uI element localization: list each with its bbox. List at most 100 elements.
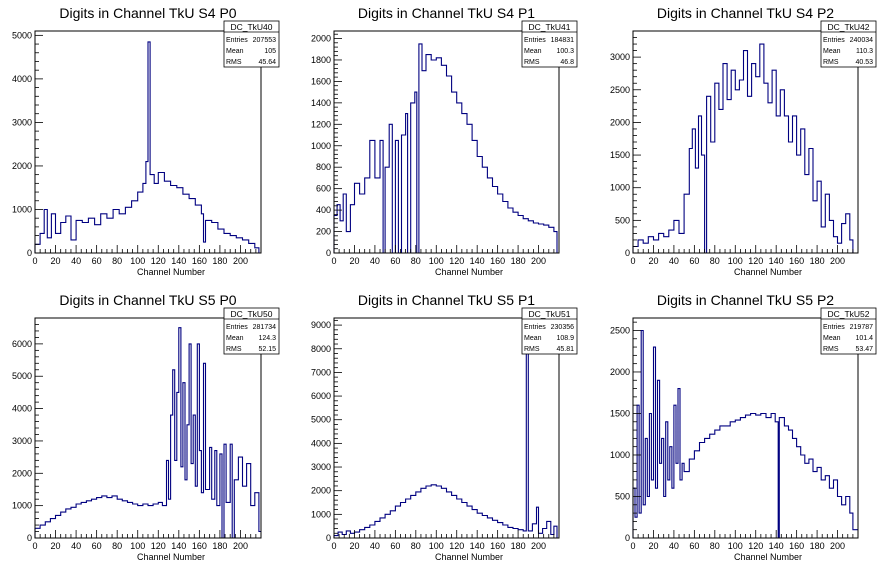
x-tick-label: 0 xyxy=(630,256,635,266)
stats-label: Mean xyxy=(823,335,841,342)
x-tick-label: 120 xyxy=(748,541,763,551)
histogram-series xyxy=(632,329,858,539)
stats-name: DC_TkU41 xyxy=(528,22,570,32)
stats-box: DC_TkU40 Entries 207553 Mean 105 RMS 45.64 xyxy=(223,20,280,68)
y-tick-label: 6000 xyxy=(12,339,32,349)
stats-box-frame xyxy=(820,20,877,68)
x-tick-label: 40 xyxy=(71,256,81,266)
x-tick-label: 200 xyxy=(233,256,248,266)
chart-title: Digits in Channel TkU S5 P0 xyxy=(59,292,236,308)
y-tick-label: 1600 xyxy=(311,76,331,86)
x-axis-label: Channel Number xyxy=(435,267,503,277)
x-tick-label: 80 xyxy=(112,256,122,266)
y-tick-label: 0 xyxy=(27,248,32,258)
x-tick-label: 40 xyxy=(669,256,679,266)
stats-box: DC_TkU51 Entries 230356 Mean 108.9 RMS 45.81 xyxy=(521,307,578,355)
y-tick-label: 2500 xyxy=(610,85,630,95)
stats-box: DC_TkU41 Entries 184831 Mean 100.3 RMS 46.8 xyxy=(521,20,578,68)
histogram-panel: Digits in Channel TkU S4 P0 0 20 40 60 80 100 1… xyxy=(12,5,280,277)
y-tick-label: 1000 xyxy=(311,509,331,519)
y-tick-label: 2000 xyxy=(610,367,630,377)
stats-value: 40.53 xyxy=(855,59,873,66)
x-tick-label: 100 xyxy=(429,256,444,266)
x-tick-label: 160 xyxy=(192,256,207,266)
x-tick-label: 160 xyxy=(192,541,207,551)
x-tick-label: 20 xyxy=(51,541,61,551)
x-tick-label: 40 xyxy=(71,541,81,551)
x-axis-label: Channel Number xyxy=(435,552,503,562)
y-tick-label: 1500 xyxy=(610,408,630,418)
stats-value: 53.47 xyxy=(855,346,873,353)
x-tick-label: 80 xyxy=(710,541,720,551)
stats-box-frame xyxy=(223,20,280,68)
x-tick-label: 40 xyxy=(370,541,380,551)
stats-value: 184831 xyxy=(551,37,574,44)
y-tick-label: 3000 xyxy=(311,462,331,472)
y-tick-label: 1500 xyxy=(610,150,630,160)
y-tick-label: 4000 xyxy=(12,404,32,414)
histogram-series xyxy=(34,41,261,254)
x-tick-label: 20 xyxy=(51,256,61,266)
x-tick-label: 140 xyxy=(171,256,186,266)
histogram-series xyxy=(333,43,559,254)
x-tick-label: 180 xyxy=(810,256,825,266)
stats-value: 110.3 xyxy=(856,48,873,55)
y-tick-label: 1000 xyxy=(311,141,331,151)
x-tick-label: 180 xyxy=(810,541,825,551)
y-tick-label: 5000 xyxy=(12,371,32,381)
x-tick-label: 200 xyxy=(233,541,248,551)
chart-title: Digits in Channel TkU S4 P1 xyxy=(358,5,535,21)
stats-label: Entries xyxy=(823,37,845,44)
x-tick-label: 200 xyxy=(531,256,546,266)
stats-name: DC_TkU42 xyxy=(827,22,869,32)
x-tick-label: 140 xyxy=(470,541,485,551)
histogram-panel: Digits in Channel TkU S4 P2 0 20 40 60 80 100 1… xyxy=(610,5,877,277)
x-tick-label: 140 xyxy=(171,541,186,551)
y-tick-label: 0 xyxy=(27,533,32,543)
stats-value: 219787 xyxy=(850,324,873,331)
histogram-panel: Digits in Channel TkU S5 P2 0 20 40 60 80 100 1… xyxy=(610,292,877,562)
x-tick-label: 100 xyxy=(429,541,444,551)
x-tick-label: 80 xyxy=(112,541,122,551)
x-axis-label: Channel Number xyxy=(734,267,802,277)
x-axis-label: Channel Number xyxy=(137,552,205,562)
y-tick-label: 600 xyxy=(316,184,331,194)
x-tick-label: 180 xyxy=(212,256,227,266)
x-tick-label: 200 xyxy=(830,256,845,266)
y-tick-label: 2000 xyxy=(12,468,32,478)
y-tick-label: 4000 xyxy=(12,74,32,84)
chart-title: Digits in Channel TkU S5 P1 xyxy=(358,292,535,308)
x-tick-label: 120 xyxy=(151,256,166,266)
x-tick-label: 180 xyxy=(511,541,526,551)
y-tick-label: 800 xyxy=(316,162,331,172)
stats-value: 207553 xyxy=(253,37,276,44)
y-tick-label: 1400 xyxy=(311,98,331,108)
x-tick-label: 140 xyxy=(769,541,784,551)
y-tick-label: 500 xyxy=(615,491,630,501)
stats-name: DC_TkU51 xyxy=(528,309,570,319)
y-tick-label: 9000 xyxy=(311,320,331,330)
x-tick-label: 140 xyxy=(769,256,784,266)
x-tick-label: 160 xyxy=(789,256,804,266)
x-tick-label: 80 xyxy=(411,256,421,266)
stats-value: 52.15 xyxy=(258,346,276,353)
histogram-series xyxy=(333,341,559,539)
stats-label: Entries xyxy=(524,324,546,331)
y-tick-label: 2000 xyxy=(311,486,331,496)
x-tick-label: 0 xyxy=(331,541,336,551)
x-tick-label: 120 xyxy=(748,256,763,266)
x-tick-label: 60 xyxy=(390,256,400,266)
x-tick-label: 40 xyxy=(370,256,380,266)
stats-name: DC_TkU40 xyxy=(230,22,272,32)
y-tick-label: 1000 xyxy=(610,450,630,460)
x-tick-label: 100 xyxy=(728,256,743,266)
x-tick-label: 160 xyxy=(789,541,804,551)
x-tick-label: 20 xyxy=(349,256,359,266)
y-tick-label: 3000 xyxy=(12,117,32,127)
chart-title: Digits in Channel TkU S5 P2 xyxy=(657,292,834,308)
y-tick-label: 1800 xyxy=(311,55,331,65)
x-tick-label: 120 xyxy=(449,256,464,266)
stats-name: DC_TkU52 xyxy=(827,309,869,319)
